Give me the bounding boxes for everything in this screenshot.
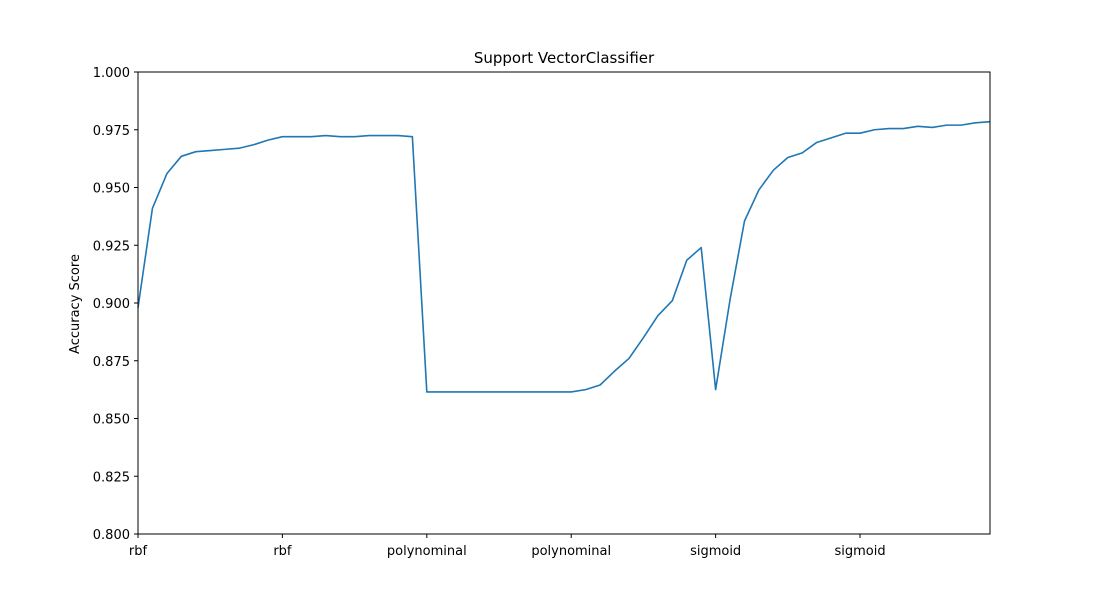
y-tick-label: 1.000	[93, 66, 130, 81]
y-tick-label: 0.850	[93, 413, 130, 428]
series-line	[137, 120, 991, 393]
y-tick-label: 0.975	[93, 124, 130, 139]
x-tick-label: polynominal	[387, 544, 467, 559]
plot-frame	[137, 71, 991, 535]
x-tick-label: rbf	[273, 544, 292, 559]
x-tick-label: polynominal	[531, 544, 611, 559]
y-axis: 0.800 0.825 0.850 0.875 0.900 0.925 0.950 0.975…	[93, 66, 138, 543]
y-tick-label: 0.800	[93, 528, 130, 543]
y-tick-label: 0.900	[93, 297, 130, 312]
x-tick-label: sigmoid	[690, 544, 741, 559]
y-tick-label: 0.925	[93, 239, 130, 254]
chart-title: Support VectorClassifier	[474, 49, 655, 67]
x-tick-label: rbf	[129, 544, 148, 559]
x-axis: rbf rbf polynominal polynominal sigmoid sigmo…	[129, 534, 886, 559]
y-tick-label: 0.875	[93, 355, 130, 370]
y-axis-label: Accuracy Score	[68, 254, 83, 354]
x-tick-label: sigmoid	[834, 544, 885, 559]
y-tick-label: 0.825	[93, 470, 130, 485]
y-tick-label: 0.950	[93, 182, 130, 197]
